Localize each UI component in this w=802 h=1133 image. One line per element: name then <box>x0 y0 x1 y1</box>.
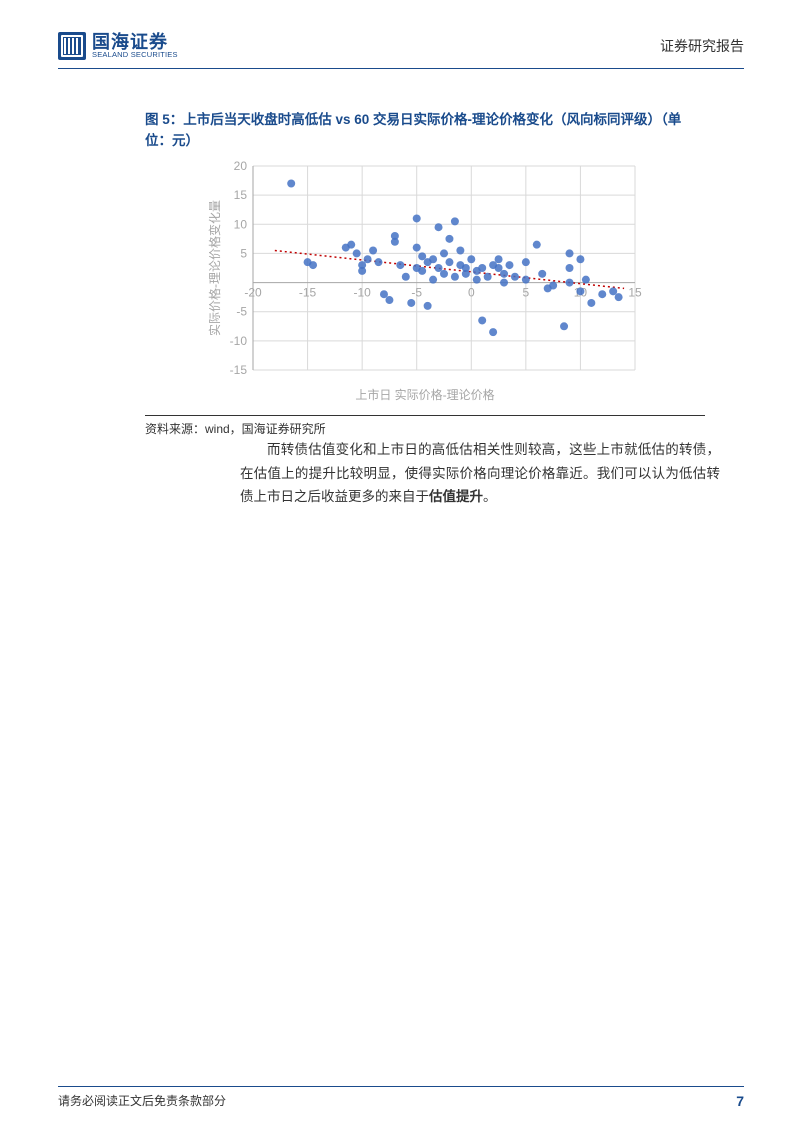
body-paragraph: 而转债估值变化和上市日的高低估相关性则较高，这些上市就低估的转债，在估值上的提升… <box>240 438 720 509</box>
svg-text:-20: -20 <box>244 285 262 299</box>
para-text-bold: 估值提升 <box>429 489 483 504</box>
svg-text:-15: -15 <box>299 285 317 299</box>
svg-text:15: 15 <box>234 188 248 202</box>
svg-text:15: 15 <box>628 285 642 299</box>
svg-text:-15: -15 <box>230 363 248 377</box>
svg-text:-5: -5 <box>236 305 247 319</box>
page-number: 7 <box>736 1093 744 1109</box>
logo-text-block: 国海证券 SEALAND SECURITIES <box>92 33 178 59</box>
x-axis-label: 上市日 实际价格-理论价格 <box>355 386 494 403</box>
svg-text:0: 0 <box>468 285 475 299</box>
figure-number: 图 5： <box>145 112 183 127</box>
svg-text:-10: -10 <box>230 334 248 348</box>
company-logo: 国海证券 SEALAND SECURITIES <box>58 32 178 60</box>
figure-caption: 图 5：上市后当天收盘时高低估 vs 60 交易日实际价格-理论价格变化（风向标… <box>145 110 705 152</box>
svg-text:5: 5 <box>523 285 530 299</box>
svg-text:-5: -5 <box>411 285 422 299</box>
company-name-en: SEALAND SECURITIES <box>92 51 178 59</box>
page-header: 国海证券 SEALAND SECURITIES 证券研究报告 <box>58 32 744 60</box>
company-name-cn: 国海证券 <box>92 33 178 51</box>
report-type: 证券研究报告 <box>660 36 744 56</box>
para-text-c: 。 <box>483 489 497 504</box>
svg-text:10: 10 <box>234 217 248 231</box>
svg-text:5: 5 <box>240 246 247 260</box>
logo-icon <box>58 32 86 60</box>
header-divider <box>58 68 744 69</box>
figure-source: 资料来源：wind，国海证券研究所 <box>145 415 705 437</box>
figure-5: 图 5：上市后当天收盘时高低估 vs 60 交易日实际价格-理论价格变化（风向标… <box>145 110 705 437</box>
chart-container: -20-15-10-5051015-15-10-55101520实际价格-理论价… <box>205 158 645 403</box>
scatter-chart: -20-15-10-5051015-15-10-55101520实际价格-理论价… <box>205 158 645 388</box>
footer-note: 请务必阅读正文后免责条款部分 <box>58 1092 226 1109</box>
svg-text:20: 20 <box>234 159 248 173</box>
svg-text:实际价格-理论价格变化量: 实际价格-理论价格变化量 <box>207 200 222 336</box>
figure-title: 上市后当天收盘时高低估 vs 60 交易日实际价格-理论价格变化（风向标同评级）… <box>145 112 681 148</box>
footer-divider <box>58 1086 744 1087</box>
page-footer: 请务必阅读正文后免责条款部分 7 <box>58 1092 744 1109</box>
svg-text:-10: -10 <box>353 285 371 299</box>
